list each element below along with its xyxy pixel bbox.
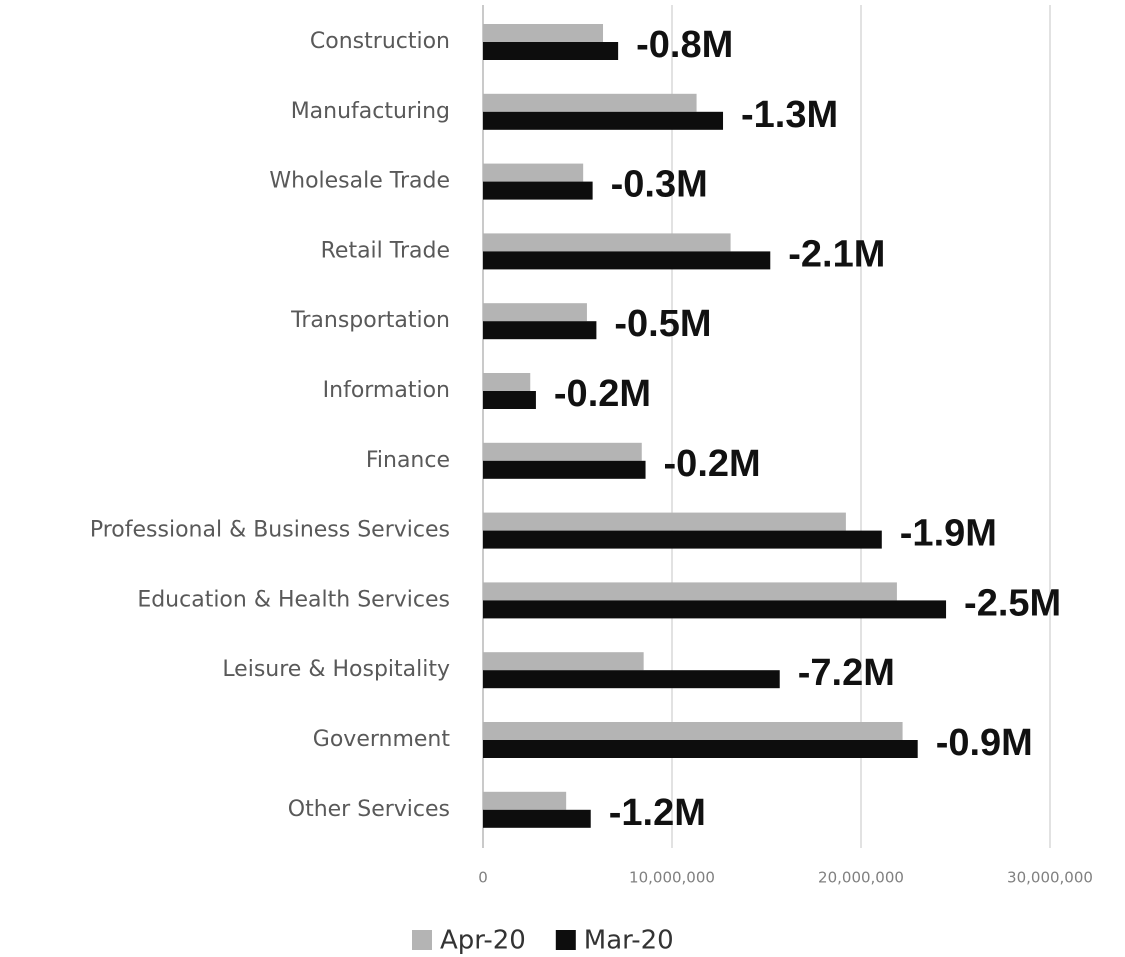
bar xyxy=(483,251,771,270)
data-annotation: -0.3M xyxy=(611,164,708,206)
data-annotation: -2.1M xyxy=(788,233,885,275)
legend-swatch xyxy=(412,930,432,950)
bar xyxy=(483,163,584,182)
bar xyxy=(483,442,642,461)
bar xyxy=(483,530,882,549)
category-label: Manufacturing xyxy=(291,99,450,124)
data-annotation: -1.3M xyxy=(741,94,838,136)
bar xyxy=(483,582,897,601)
category-label: Finance xyxy=(366,448,450,473)
data-annotation: -7.2M xyxy=(798,652,895,694)
bar xyxy=(483,600,947,619)
data-annotation: -0.2M xyxy=(554,373,651,415)
bar xyxy=(483,740,918,758)
x-tick-label: 30,000,000 xyxy=(1007,869,1093,887)
data-annotation: -1.2M xyxy=(609,792,706,834)
x-tick-label: 10,000,000 xyxy=(629,869,715,887)
category-label: Information xyxy=(323,378,450,403)
legend-swatch xyxy=(555,930,576,950)
x-tick-label: 20,000,000 xyxy=(818,869,904,887)
data-annotation: -2.5M xyxy=(964,582,1061,624)
bar xyxy=(483,111,724,130)
x-tick-label: 0 xyxy=(478,869,488,887)
legend-label: Mar-20 xyxy=(584,926,674,956)
data-annotation: -0.8M xyxy=(636,24,733,66)
data-annotation: -1.9M xyxy=(900,513,997,555)
bar xyxy=(483,24,604,42)
category-label: Leisure & Hospitality xyxy=(222,657,450,682)
category-label: Retail Trade xyxy=(321,238,450,263)
bar xyxy=(483,460,646,479)
bar xyxy=(483,512,846,531)
bar xyxy=(483,373,531,391)
data-annotation: -0.2M xyxy=(664,443,761,485)
category-label: Transportation xyxy=(290,308,450,333)
bar xyxy=(483,321,597,340)
bar xyxy=(483,809,591,828)
bar xyxy=(483,652,644,671)
bar xyxy=(483,722,903,740)
bar xyxy=(483,181,593,200)
data-annotation: -0.5M xyxy=(614,303,711,345)
category-label: Education & Health Services xyxy=(137,587,450,612)
category-label: Professional & Business Services xyxy=(90,518,450,543)
category-label: Construction xyxy=(310,29,450,54)
bar xyxy=(483,93,697,112)
bar xyxy=(483,233,731,252)
category-label: Government xyxy=(313,727,451,752)
data-annotation: -0.9M xyxy=(936,722,1033,764)
bar xyxy=(483,303,587,322)
category-label: Wholesale Trade xyxy=(269,169,450,194)
bar xyxy=(483,791,567,810)
bar xyxy=(483,670,780,689)
category-label: Other Services xyxy=(288,797,450,822)
bar xyxy=(483,391,536,409)
bar xyxy=(483,42,619,60)
legend-label: Apr-20 xyxy=(440,926,526,956)
